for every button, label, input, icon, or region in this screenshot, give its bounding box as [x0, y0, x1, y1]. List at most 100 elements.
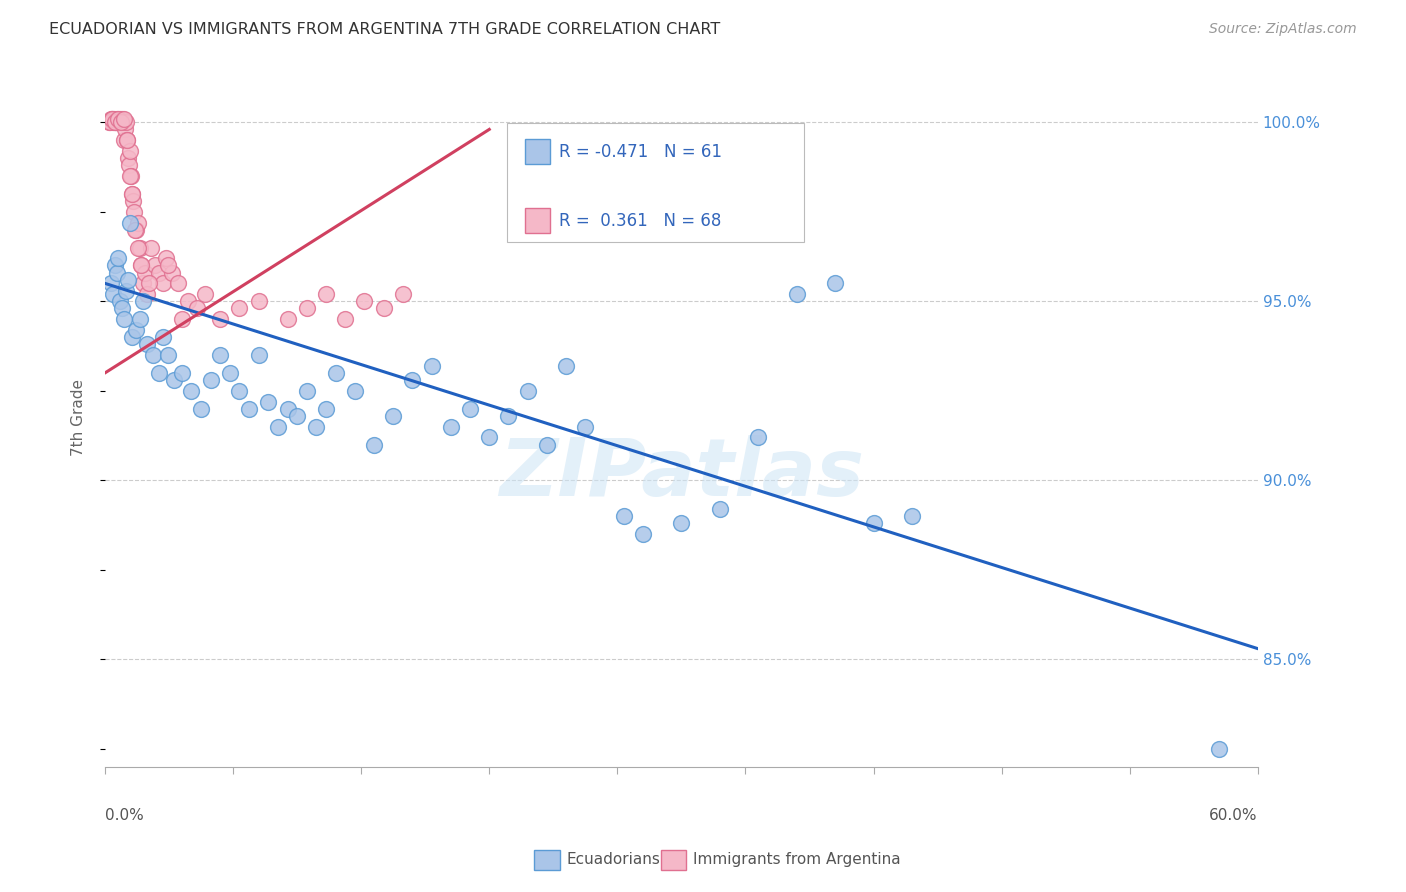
- Y-axis label: 7th Grade: 7th Grade: [72, 379, 86, 456]
- Point: [901, 509, 924, 524]
- Point: [574, 419, 596, 434]
- Point: [315, 287, 337, 301]
- Point: [155, 252, 177, 266]
- Point: [127, 241, 149, 255]
- Point: [118, 169, 141, 183]
- Point: [219, 366, 242, 380]
- Point: [121, 186, 143, 201]
- Point: [104, 115, 127, 129]
- Point: [209, 312, 232, 326]
- Point: [105, 115, 128, 129]
- Point: [295, 384, 318, 398]
- Point: [129, 259, 152, 273]
- Point: [110, 294, 132, 309]
- Point: [267, 419, 290, 434]
- Point: [132, 277, 155, 291]
- Point: [157, 348, 180, 362]
- Point: [101, 287, 124, 301]
- Point: [257, 394, 280, 409]
- Point: [128, 241, 150, 255]
- Point: [104, 115, 127, 129]
- Point: [120, 169, 142, 183]
- Point: [536, 437, 558, 451]
- Point: [100, 112, 122, 126]
- Point: [112, 312, 135, 326]
- Point: [1208, 742, 1230, 756]
- Point: [420, 359, 443, 373]
- Point: [276, 312, 298, 326]
- Point: [107, 252, 129, 266]
- Point: [824, 277, 846, 291]
- Point: [152, 330, 174, 344]
- Point: [108, 115, 131, 129]
- Point: [98, 115, 121, 129]
- Point: [128, 312, 150, 326]
- Point: [862, 516, 884, 531]
- Point: [190, 401, 212, 416]
- Point: [107, 112, 129, 126]
- Point: [162, 266, 184, 280]
- Point: [111, 301, 134, 316]
- Point: [139, 241, 162, 255]
- Point: [391, 287, 413, 301]
- Point: [115, 115, 138, 129]
- Point: [247, 294, 270, 309]
- Point: [117, 151, 139, 165]
- Point: [285, 409, 308, 423]
- Point: [142, 348, 165, 362]
- Point: [125, 323, 148, 337]
- Text: ECUADORIAN VS IMMIGRANTS FROM ARGENTINA 7TH GRADE CORRELATION CHART: ECUADORIAN VS IMMIGRANTS FROM ARGENTINA …: [49, 22, 720, 37]
- Point: [148, 266, 170, 280]
- Point: [112, 133, 135, 147]
- Point: [209, 348, 232, 362]
- Point: [353, 294, 375, 309]
- Point: [101, 112, 124, 126]
- Point: [118, 215, 141, 229]
- Point: [276, 401, 298, 416]
- Point: [709, 502, 731, 516]
- Point: [103, 112, 125, 126]
- Point: [115, 133, 138, 147]
- Point: [97, 115, 120, 129]
- Point: [315, 401, 337, 416]
- Point: [107, 115, 129, 129]
- Point: [401, 373, 423, 387]
- Point: [498, 409, 520, 423]
- Point: [138, 277, 160, 291]
- Point: [176, 294, 198, 309]
- Point: [131, 259, 153, 273]
- Point: [100, 112, 122, 126]
- Point: [118, 158, 141, 172]
- Point: [631, 527, 654, 541]
- Point: [186, 301, 208, 316]
- Point: [112, 112, 135, 126]
- Point: [325, 366, 347, 380]
- Point: [295, 301, 318, 316]
- Point: [478, 430, 501, 444]
- Point: [786, 287, 808, 301]
- Text: Ecuadorians: Ecuadorians: [567, 853, 661, 867]
- Point: [747, 430, 769, 444]
- Point: [163, 373, 186, 387]
- Text: R =  0.361   N = 68: R = 0.361 N = 68: [558, 211, 721, 229]
- Point: [170, 312, 193, 326]
- Point: [115, 284, 138, 298]
- Point: [110, 112, 132, 126]
- Point: [107, 112, 129, 126]
- Point: [125, 222, 148, 236]
- Point: [200, 373, 222, 387]
- Point: [180, 384, 202, 398]
- Point: [112, 115, 135, 129]
- Point: [228, 384, 250, 398]
- Text: ZIPatlas: ZIPatlas: [499, 434, 863, 513]
- Point: [228, 301, 250, 316]
- Point: [118, 144, 141, 158]
- Point: [458, 401, 481, 416]
- Point: [440, 419, 463, 434]
- Point: [333, 312, 356, 326]
- Point: [247, 348, 270, 362]
- Point: [238, 401, 260, 416]
- Point: [194, 287, 217, 301]
- Point: [613, 509, 636, 524]
- Point: [121, 186, 143, 201]
